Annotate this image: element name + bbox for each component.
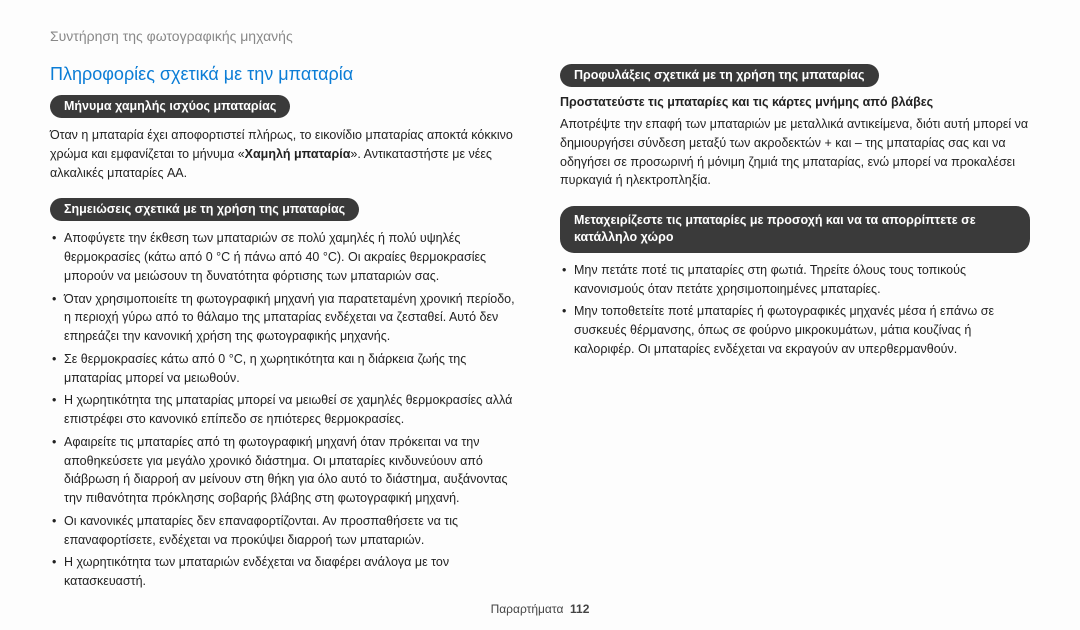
p1b: Χαμηλή μπαταρία bbox=[245, 147, 351, 161]
list-item: Η χωρητικότητα της μπαταρίας μπορεί να μ… bbox=[50, 391, 520, 429]
pill-low-battery-msg: Μήνυμα χαμηλής ισχύος μπαταρίας bbox=[50, 95, 290, 118]
list-item: Μην τοποθετείτε ποτέ μπαταρίες ή φωτογρα… bbox=[560, 302, 1030, 358]
list-item: Μην πετάτε ποτέ τις μπαταρίες στη φωτιά.… bbox=[560, 261, 1030, 299]
right-column: Προφυλάξεις σχετικά με τη χρήση της μπατ… bbox=[560, 64, 1030, 607]
list-item: Οι κανονικές μπαταρίες δεν επαναφορτίζον… bbox=[50, 512, 520, 550]
protect-subheading: Προστατεύστε τις μπαταρίες και τις κάρτε… bbox=[560, 95, 1030, 109]
low-battery-paragraph: Όταν η μπαταρία έχει αποφορτιστεί πλήρως… bbox=[50, 126, 520, 182]
page-number: 112 bbox=[570, 602, 589, 616]
list-item: Αφαιρείτε τις μπαταρίες από τη φωτογραφι… bbox=[50, 433, 520, 508]
list-item: Όταν χρησιμοποιείτε τη φωτογραφική μηχαν… bbox=[50, 290, 520, 346]
left-column: Πληροφορίες σχετικά με την μπαταρία Μήνυ… bbox=[50, 64, 520, 607]
protect-paragraph: Αποτρέψτε την επαφή των μπαταριών με μετ… bbox=[560, 115, 1030, 190]
pill-handling: Μεταχειρίζεστε τις μπαταρίες με προσοχή … bbox=[560, 206, 1030, 253]
handling-list: Μην πετάτε ποτέ τις μπαταρίες στη φωτιά.… bbox=[560, 261, 1030, 359]
content-columns: Πληροφορίες σχετικά με την μπαταρία Μήνυ… bbox=[50, 64, 1030, 607]
list-item: Σε θερμοκρασίες κάτω από 0 °C, η χωρητικ… bbox=[50, 350, 520, 388]
page-footer: Παραρτήματα 112 bbox=[0, 602, 1080, 616]
list-item: Η χωρητικότητα των μπαταριών ενδέχεται ν… bbox=[50, 553, 520, 591]
pill-usage-notes: Σημειώσεις σχετικά με τη χρήση της μπατα… bbox=[50, 198, 359, 221]
section-title: Πληροφορίες σχετικά με την μπαταρία bbox=[50, 64, 520, 85]
usage-notes-list: Αποφύγετε την έκθεση των μπαταριών σε πο… bbox=[50, 229, 520, 591]
breadcrumb: Συντήρηση της φωτογραφικής μηχανής bbox=[50, 28, 1030, 44]
list-item: Αποφύγετε την έκθεση των μπαταριών σε πο… bbox=[50, 229, 520, 285]
pill-precautions: Προφυλάξεις σχετικά με τη χρήση της μπατ… bbox=[560, 64, 879, 87]
footer-label: Παραρτήματα bbox=[491, 602, 564, 616]
